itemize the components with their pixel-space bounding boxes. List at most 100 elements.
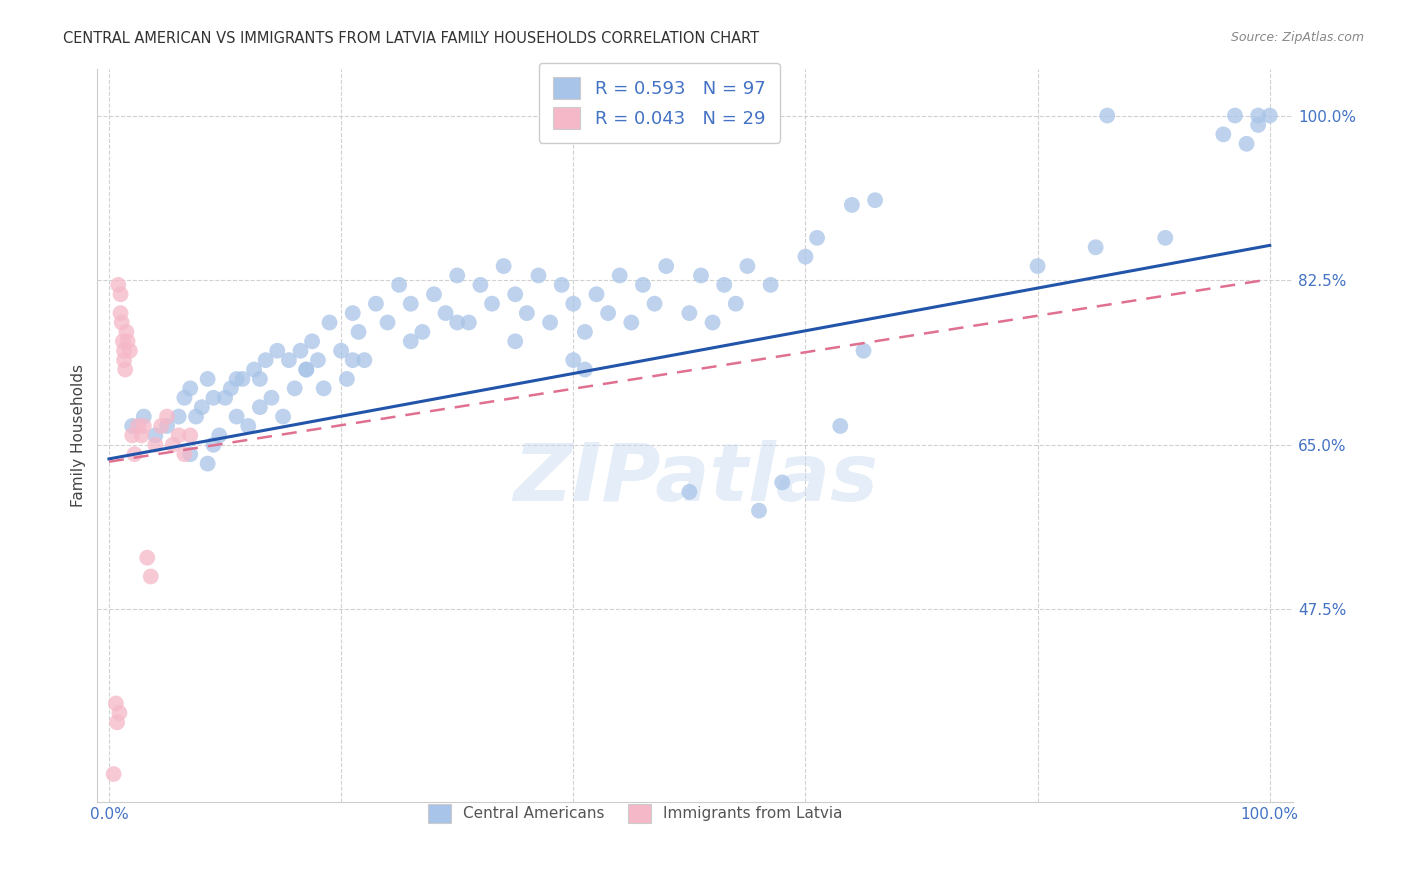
Point [1084, 240, 1107, 254]
Point [104, 697, 127, 711]
Point [295, 362, 318, 376]
Point [243, 362, 266, 376]
Point [121, 428, 143, 442]
Point [1212, 128, 1234, 142]
Point [527, 268, 550, 283]
Point [179, 381, 201, 395]
Point [150, 419, 173, 434]
Point [503, 334, 526, 349]
Point [202, 438, 225, 452]
Point [231, 372, 253, 386]
Point [1247, 109, 1270, 123]
Point [115, 325, 138, 339]
Point [631, 277, 654, 292]
Point [1247, 118, 1270, 132]
Point [470, 277, 492, 292]
Point [167, 428, 190, 442]
Point [748, 503, 770, 517]
Point [118, 343, 141, 358]
Point [162, 438, 184, 452]
Point [112, 353, 135, 368]
Point [446, 316, 468, 330]
Point [411, 325, 433, 339]
Point [127, 419, 149, 434]
Point [284, 381, 307, 395]
Point [173, 447, 195, 461]
Point [312, 381, 335, 395]
Point [295, 362, 318, 376]
Point [1236, 136, 1258, 151]
Point [301, 334, 323, 349]
Point [266, 343, 288, 358]
Point [156, 409, 179, 424]
Point [103, 767, 125, 781]
Point [538, 316, 561, 330]
Point [388, 277, 411, 292]
Point [737, 259, 759, 273]
Point [111, 334, 134, 349]
Point [655, 259, 678, 273]
Point [107, 277, 129, 292]
Point [121, 419, 143, 434]
Point [214, 391, 236, 405]
Point [277, 353, 299, 368]
Point [713, 277, 735, 292]
Point [110, 306, 132, 320]
Point [1154, 231, 1177, 245]
Point [342, 353, 364, 368]
Point [1258, 109, 1281, 123]
Point [364, 296, 387, 310]
Point [399, 334, 422, 349]
Point [794, 250, 817, 264]
Point [1223, 109, 1246, 123]
Point [336, 372, 359, 386]
Point [446, 268, 468, 283]
Point [863, 193, 886, 207]
Point [254, 353, 277, 368]
Point [702, 316, 724, 330]
Point [562, 353, 585, 368]
Point [841, 198, 863, 212]
Point [139, 569, 162, 583]
Point [145, 438, 167, 452]
Point [830, 419, 852, 434]
Point [678, 484, 700, 499]
Point [202, 391, 225, 405]
Point [111, 316, 134, 330]
Point [423, 287, 446, 301]
Point [197, 372, 219, 386]
Point [852, 343, 875, 358]
Point [598, 306, 620, 320]
Point [678, 306, 700, 320]
Point [145, 428, 167, 442]
Point [191, 400, 214, 414]
Point [290, 343, 312, 358]
Point [208, 428, 231, 442]
Point [690, 268, 713, 283]
Point [347, 325, 370, 339]
Point [457, 316, 479, 330]
Point [759, 277, 782, 292]
Point [492, 259, 515, 273]
Point [434, 306, 457, 320]
Point [260, 391, 283, 405]
Point [503, 287, 526, 301]
Point [225, 372, 247, 386]
Text: CENTRAL AMERICAN VS IMMIGRANTS FROM LATVIA FAMILY HOUSEHOLDS CORRELATION CHART: CENTRAL AMERICAN VS IMMIGRANTS FROM LATV… [63, 31, 759, 46]
Point [516, 306, 538, 320]
Point [167, 409, 190, 424]
Point [132, 419, 155, 434]
Point [184, 409, 207, 424]
Point [806, 231, 828, 245]
Point [644, 296, 666, 310]
Point [179, 428, 201, 442]
Text: ZIPatlas: ZIPatlas [513, 441, 877, 518]
Point [156, 419, 179, 434]
Point [620, 316, 643, 330]
Point [562, 296, 585, 310]
Point [770, 475, 793, 490]
Point [1026, 259, 1049, 273]
Point [574, 362, 596, 376]
Point [117, 334, 139, 349]
Y-axis label: Family Households: Family Households [72, 364, 86, 507]
